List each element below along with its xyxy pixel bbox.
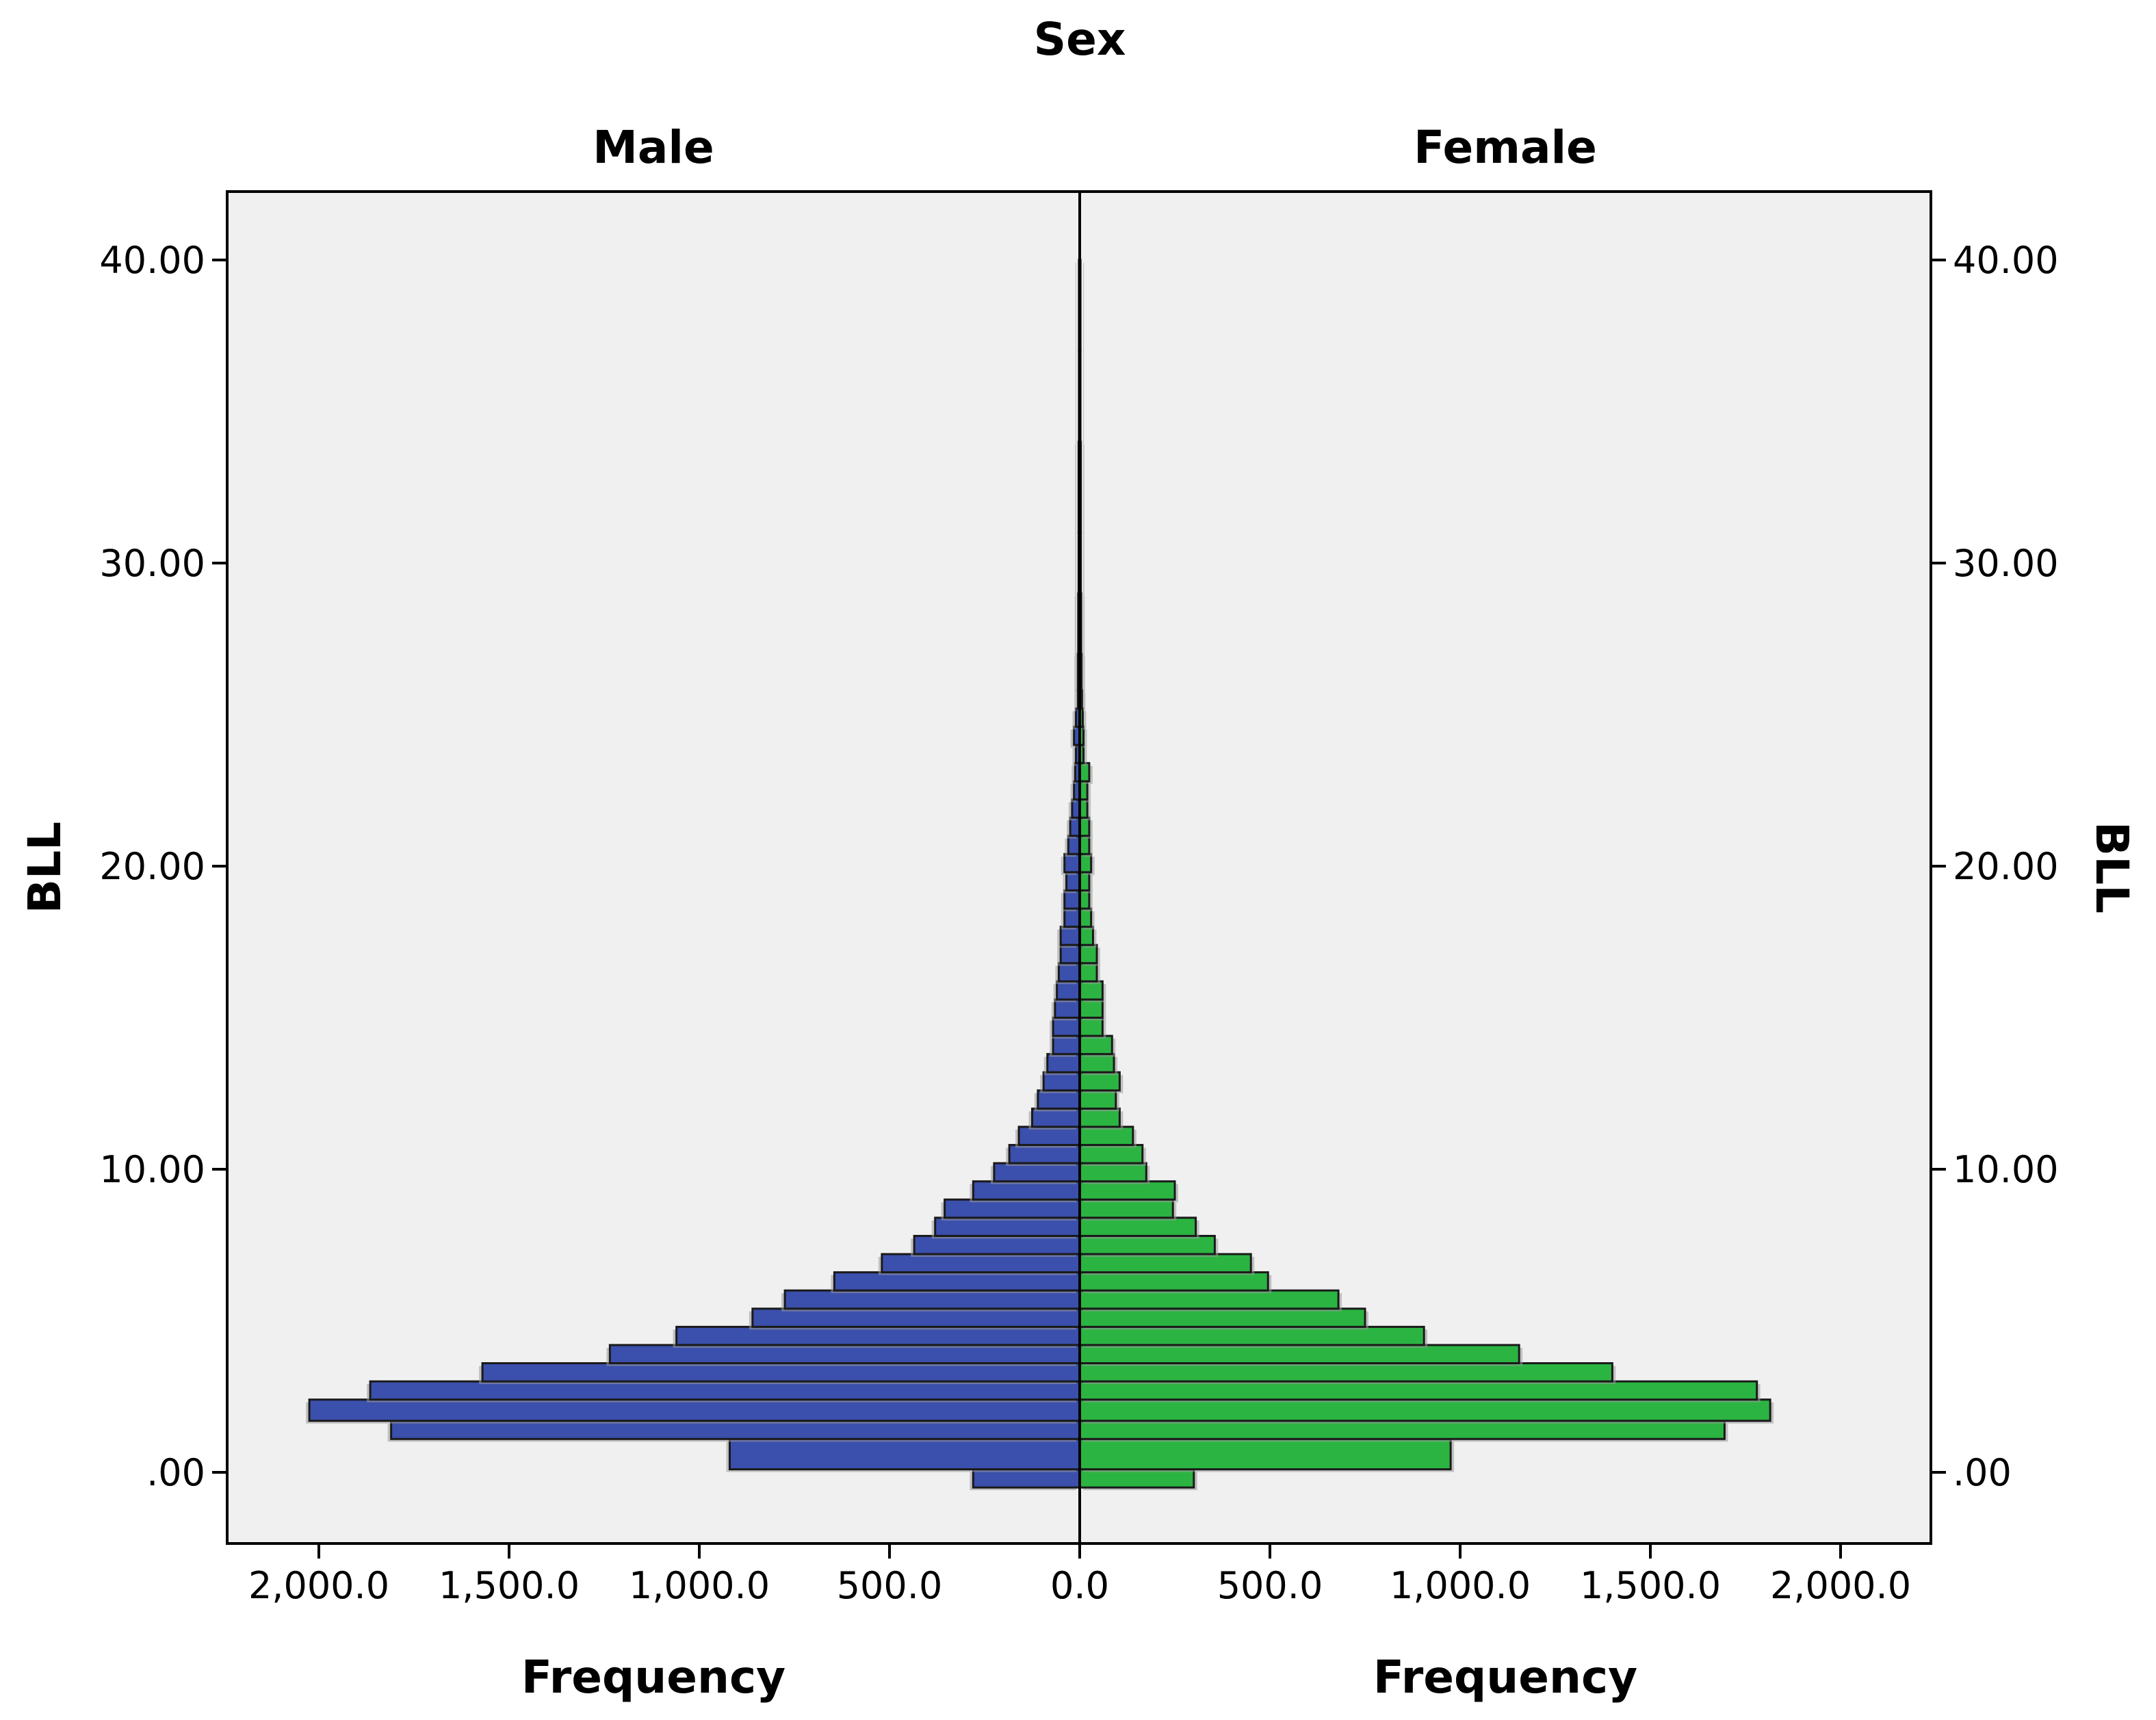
bar-shadow [1083, 535, 1085, 597]
x-tick-label-male: 500.0 [837, 1564, 943, 1607]
x-axis-title-female: Frequency [1373, 1651, 1637, 1704]
bar-shadow [1074, 693, 1076, 712]
bar-shadow [1074, 656, 1076, 694]
bar-shadow [1072, 711, 1076, 730]
bar-shadow [1083, 353, 1085, 445]
chart-title: Sex [1034, 13, 1126, 66]
y-tick-label-left: 10.00 [99, 1148, 205, 1191]
female-bar [1078, 1089, 1117, 1110]
bar-shadow [1083, 596, 1085, 657]
female-bar [1078, 1398, 1771, 1422]
y-axis-left: .00 10.00 20.00 30.00 40.00 [99, 239, 227, 1494]
female-bar [1078, 1253, 1252, 1274]
x-tick-label-female: 2,000.0 [1770, 1564, 1911, 1607]
bar-shadow [1071, 766, 1076, 784]
female-bar [1078, 1034, 1113, 1056]
male-bar [944, 1198, 1081, 1219]
bar-shadow [1083, 693, 1086, 712]
female-bar [1078, 1380, 1758, 1401]
bar-shadow [1072, 747, 1076, 766]
y-tick-label-right: 10.00 [1953, 1148, 2059, 1191]
bar-shadow [1075, 444, 1076, 536]
bar-shadow [1083, 729, 1087, 748]
male-bar [783, 1289, 1081, 1310]
x-tick-label-male: 1,500.0 [439, 1564, 580, 1607]
y-axis-title-left: BLL [18, 822, 71, 913]
y-tick-label-left: 40.00 [99, 239, 205, 282]
male-bar [308, 1398, 1081, 1422]
female-bar [1078, 1180, 1176, 1201]
male-bar [728, 1437, 1081, 1471]
x-tick-label-male: 1,000.0 [629, 1564, 770, 1607]
bar-shadow [1083, 711, 1087, 730]
female-bar [1078, 980, 1104, 1001]
y-tick-label-right: 20.00 [1953, 845, 2059, 888]
y-tick-label-left: .00 [146, 1451, 205, 1494]
female-bar [1078, 1420, 1726, 1440]
female-bar [1078, 1344, 1520, 1365]
x-tick-label-female: 500.0 [1217, 1564, 1323, 1607]
x-axis-male: 0.0 500.0 1,000.0 1,500.0 2,000.0 [248, 1543, 1109, 1607]
y-tick-label-left: 30.00 [99, 542, 205, 585]
male-bar [1059, 926, 1081, 946]
x-tick-label-female: 1,000.0 [1390, 1564, 1531, 1607]
bar-shadow [1083, 747, 1087, 766]
y-axis-title-right: BLL [2086, 822, 2138, 913]
y-tick-label-right: .00 [1953, 1451, 2012, 1494]
panel-label-male: Male [593, 121, 714, 174]
bar-shadow [1074, 596, 1076, 657]
y-tick-label-right: 40.00 [1953, 239, 2059, 282]
x-tick-label-male: 0.0 [1050, 1564, 1109, 1607]
x-axis-title-male: Frequency [521, 1651, 785, 1704]
bar-shadow [1083, 656, 1085, 694]
panel-label-female: Female [1414, 121, 1597, 174]
y-tick-label-left: 20.00 [99, 845, 205, 888]
y-axis-right: .00 10.00 20.00 30.00 40.00 [1931, 239, 2059, 1494]
x-tick-label-male: 2,000.0 [248, 1564, 389, 1607]
x-tick-label-female: 1,500.0 [1580, 1564, 1721, 1607]
x-axis-female: 0.0 500.0 1,000.0 1,500.0 2,000.0 [1050, 1543, 1911, 1607]
bar-shadow [1083, 263, 1085, 354]
bar-shadow [1075, 535, 1076, 597]
bar-shadow [1083, 444, 1085, 536]
y-tick-label-right: 30.00 [1953, 542, 2059, 585]
female-bars [1078, 259, 1774, 1491]
male-bar [972, 1180, 1081, 1201]
female-bar [1078, 1437, 1452, 1471]
x-tick-label-female: 0.0 [1050, 1564, 1109, 1607]
